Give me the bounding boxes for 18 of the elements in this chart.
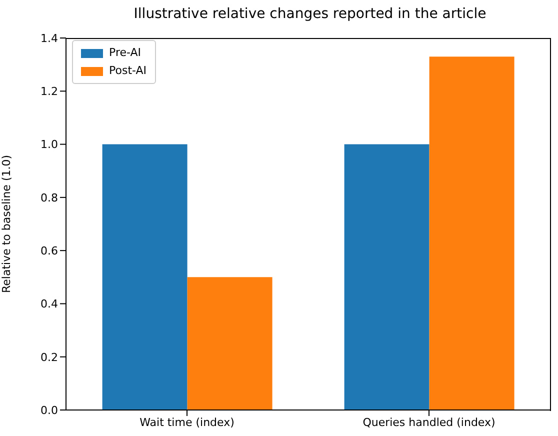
x-tick-label: Wait time (index) bbox=[140, 416, 234, 429]
y-tick-label: 1.2 bbox=[40, 85, 58, 98]
y-tick-label: 0.4 bbox=[40, 298, 58, 311]
bar bbox=[344, 144, 430, 410]
y-tick-label: 0.2 bbox=[40, 350, 58, 364]
bar bbox=[429, 56, 514, 410]
legend-label: Post-AI bbox=[109, 63, 147, 79]
y-axis-title: Relative to baseline (1.0) bbox=[0, 154, 13, 294]
y-tick-label: 0.6 bbox=[40, 244, 58, 258]
y-tick-label: 1.4 bbox=[40, 32, 58, 45]
y-tick-label: 0.8 bbox=[40, 191, 58, 204]
y-tick-label: 0.0 bbox=[40, 404, 58, 417]
legend-label: Pre-AI bbox=[109, 45, 141, 61]
x-tick-label: Queries handled (index) bbox=[362, 416, 496, 429]
chart-title: Illustrative relative changes reported in the article bbox=[132, 6, 488, 22]
bar bbox=[102, 144, 188, 410]
bar bbox=[187, 277, 272, 410]
y-tick-label: 1.0 bbox=[40, 138, 58, 152]
